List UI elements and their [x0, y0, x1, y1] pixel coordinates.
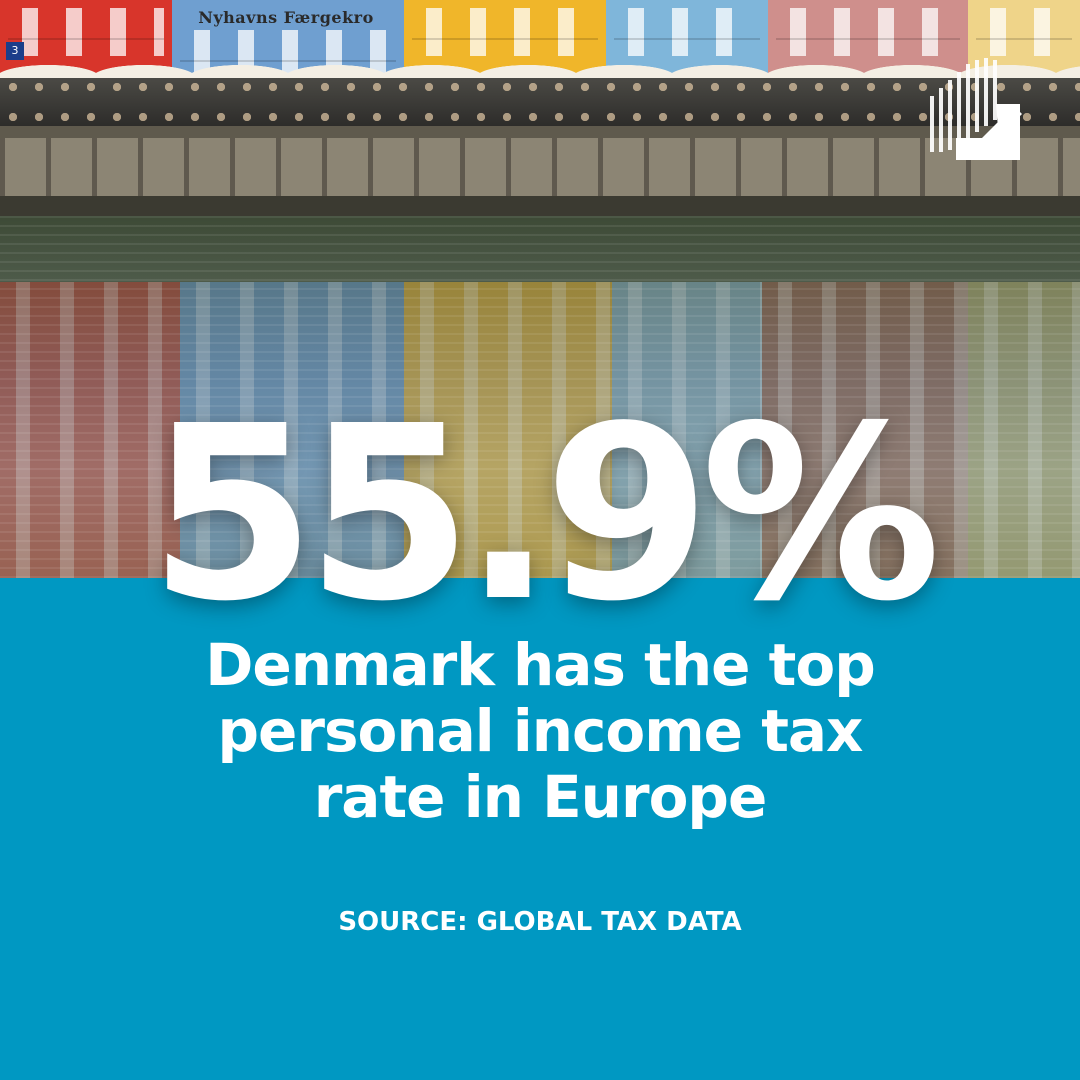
water-ripples — [0, 216, 1080, 578]
door-number-sign: 3 — [6, 42, 24, 60]
arrow-up-right-logo-icon — [930, 58, 1022, 160]
headline-line-3: rate in Europe — [313, 763, 768, 831]
house-windows — [976, 8, 1072, 56]
red-house-reflection — [0, 282, 180, 578]
headline: Denmark has the top personal income tax … — [140, 632, 940, 830]
rose-house-reflection — [762, 282, 968, 578]
headline-line-2: personal income tax — [217, 697, 864, 765]
house-windows — [776, 8, 960, 56]
cream-house-reflection — [968, 282, 1080, 578]
quay-foot — [0, 196, 1080, 216]
source-credit: SOURCE: GLOBAL TAX DATA — [338, 907, 742, 937]
facade-sign: Nyhavns Færgekro — [198, 8, 374, 27]
light-blue-house-reflection — [612, 282, 762, 578]
canal-waterfront-photo: 3 Nyhavns Færgekro — [0, 0, 1080, 578]
tax-rate-stat: 55.9% — [148, 374, 942, 654]
house-windows — [614, 8, 760, 56]
yellow-house-reflection — [404, 282, 612, 578]
cafe-umbrellas — [0, 56, 1080, 78]
blue-house-reflection — [180, 282, 404, 578]
headline-line-1: Denmark has the top — [205, 631, 876, 699]
quay-edge — [0, 126, 1080, 138]
cafe-crowd — [0, 78, 1080, 126]
house-windows — [8, 8, 164, 56]
house-windows — [412, 8, 598, 56]
